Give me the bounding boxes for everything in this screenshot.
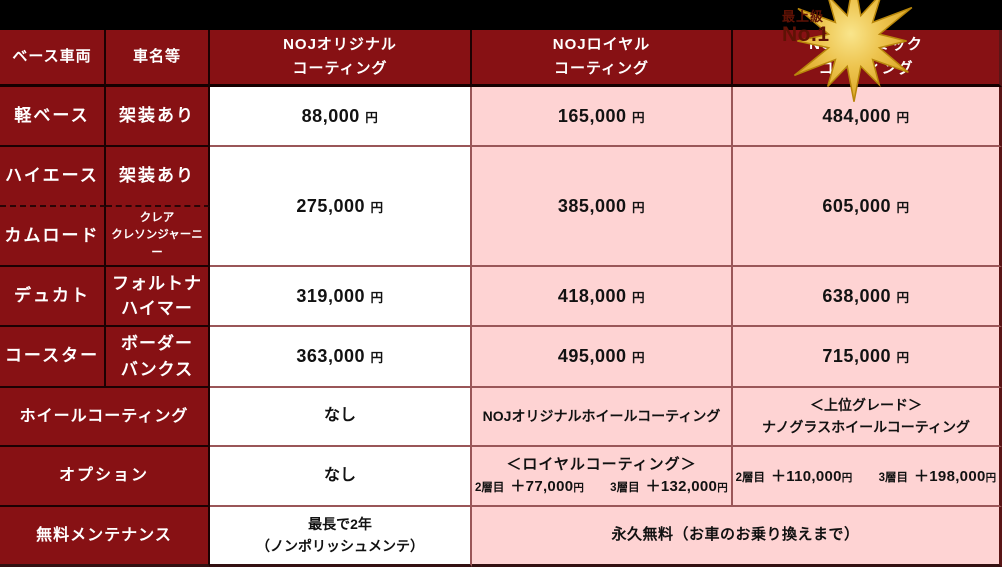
option-royal-item2-price: ＋132,000円 — [645, 478, 729, 495]
option-ceramic-item1-price: ＋110,000円 — [770, 467, 853, 485]
header-original-line2: コーティング — [292, 60, 388, 77]
row-coaster-name-line2: バンクス — [120, 359, 194, 379]
price-hiace-camroad-ceramic-value: 605,000 円 — [822, 195, 910, 216]
option-ceramic-item2-label: 3層目 — [878, 471, 908, 484]
header-vehicle-name-label: 車名等 — [132, 48, 181, 65]
price-kei-ceramic-value: 484,000 円 — [822, 105, 910, 126]
row-ducato-base: デュカト — [0, 267, 106, 327]
maintenance-original-cell: 最長で2年 （ノンポリッシュメンテ） — [210, 507, 472, 567]
row-ducato-name-line2: ハイマー — [121, 299, 193, 318]
row-wheel-label: ホイールコーティング — [0, 388, 210, 447]
option-ceramic-prices: 2層目 ＋110,000円 3層目 ＋198,000円 — [736, 467, 997, 487]
wheel-royal-value: NOJオリジナルホイールコーティング — [482, 407, 721, 424]
wheel-ceramic-line2: ナノグラスホイールコーティング — [762, 418, 970, 435]
row-camroad-base-label: カムロード — [4, 225, 100, 245]
option-ceramic-item1-label: 2層目 — [735, 471, 765, 484]
row-kei-base: 軽ベース — [0, 87, 106, 147]
price-ducato-original-value: 319,000 円 — [296, 285, 384, 306]
row-option-label: オプション — [0, 447, 210, 507]
header-royal-line1: NOJロイヤル — [552, 36, 651, 53]
price-coaster-royal: 495,000 円 — [472, 327, 733, 388]
price-kei-royal: 165,000 円 — [472, 87, 733, 147]
row-maintenance-label-text: 無料メンテナンス — [36, 526, 172, 544]
no1-badge-line1: 最上級 — [782, 9, 825, 24]
header-ceramic-line1: NOJセラミック — [809, 36, 923, 53]
row-wheel-label-text: ホイールコーティング — [19, 407, 189, 425]
row-coaster-name-line1: ボーダー — [121, 334, 193, 353]
maintenance-shared-cell: 永久無料（お車のお乗り換えまで） — [472, 507, 1002, 567]
row-maintenance-label: 無料メンテナンス — [0, 507, 210, 567]
wheel-original-cell: なし — [210, 388, 472, 447]
price-kei-original-value: 88,000 円 — [301, 105, 379, 126]
header-ceramic-line2: コーティング — [818, 60, 914, 77]
maintenance-original-line1: 最長で2年 — [308, 515, 372, 532]
row-ducato-base-label: デュカト — [14, 285, 90, 305]
price-coaster-original: 363,000 円 — [210, 327, 472, 388]
wheel-royal-cell: NOJオリジナルホイールコーティング — [472, 388, 733, 447]
price-hiace-camroad-ceramic: 605,000 円 — [733, 147, 1002, 267]
wheel-ceramic-cell: ＜上位グレード＞ ナノグラスホイールコーティング — [733, 388, 1002, 447]
row-coaster-base: コースター — [0, 327, 106, 388]
header-ceramic-coating: NOJセラミック コーティング — [733, 30, 1002, 87]
price-ducato-ceramic: 638,000 円 — [733, 267, 1002, 327]
option-royal-item2-label: 3層目 — [610, 482, 640, 494]
header-royal-line2: コーティング — [553, 60, 650, 77]
price-coaster-royal-value: 495,000 円 — [557, 346, 646, 367]
row-hiace-base-label: ハイエース — [5, 165, 99, 185]
option-ceramic-item2-price: ＋198,000円 — [913, 467, 997, 485]
wheel-ceramic-line1: ＜上位グレード＞ — [810, 396, 922, 413]
maintenance-original-line2: （ノンポリッシュメンテ） — [256, 537, 424, 554]
price-ducato-original: 319,000 円 — [210, 267, 472, 327]
option-royal-item1-price: ＋77,000円 — [510, 478, 585, 495]
row-kei-base-label: 軽ベース — [14, 105, 90, 125]
option-ceramic-cell: 2層目 ＋110,000円 3層目 ＋198,000円 — [733, 447, 1002, 507]
row-coaster-base-label: コースター — [4, 346, 100, 366]
option-original-cell: なし — [210, 447, 472, 507]
option-royal-title: ＜ロイヤルコーティング＞ — [506, 455, 697, 473]
row-hiace-name-label: 架装あり — [119, 165, 195, 185]
row-hiace-name: 架装あり — [106, 147, 210, 207]
option-royal-item1-label: 2層目 — [474, 482, 505, 494]
price-hiace-camroad-original: 275,000 円 — [210, 147, 472, 267]
option-original-value: なし — [323, 467, 356, 485]
wheel-original-value: なし — [323, 407, 356, 425]
row-kei-name: 架装あり — [106, 87, 210, 147]
price-coaster-ceramic-value: 715,000 円 — [822, 346, 910, 367]
maintenance-shared-value: 永久無料（お車のお乗り換えまで） — [611, 526, 860, 544]
coating-price-table: ベース車両 車名等 NOJオリジナル コーティング NOJロイヤル コーティング… — [0, 30, 1002, 567]
row-camroad-name-line2: クレソンジャーニー — [111, 229, 203, 259]
header-base-vehicle-label: ベース車両 — [12, 48, 92, 65]
price-ducato-royal: 418,000 円 — [472, 267, 733, 327]
row-ducato-name-line1: フォルトナ — [112, 273, 202, 293]
header-vehicle-name: 車名等 — [106, 30, 210, 87]
row-hiace-base: ハイエース — [0, 147, 106, 207]
row-camroad-name-line1: クレア — [139, 212, 175, 225]
header-original-coating: NOJオリジナル コーティング — [210, 30, 472, 87]
price-ducato-ceramic-value: 638,000 円 — [822, 285, 910, 306]
option-royal-prices: 2層目 ＋77,000円 3層目 ＋132,000円 — [475, 477, 728, 497]
row-option-label-text: オプション — [58, 467, 149, 485]
header-royal-coating: NOJロイヤル コーティング — [472, 30, 733, 87]
price-kei-original: 88,000 円 — [210, 87, 472, 147]
row-kei-name-label: 架装あり — [119, 105, 195, 125]
price-ducato-royal-value: 418,000 円 — [557, 285, 646, 306]
price-hiace-camroad-original-value: 275,000 円 — [296, 195, 384, 216]
price-coaster-ceramic: 715,000 円 — [733, 327, 1002, 388]
option-royal-cell: ＜ロイヤルコーティング＞ 2層目 ＋77,000円 3層目 ＋132,000円 — [472, 447, 733, 507]
row-camroad-name: クレア クレソンジャーニー — [106, 207, 210, 267]
row-camroad-base: カムロード — [0, 207, 106, 267]
price-kei-royal-value: 165,000 円 — [557, 105, 646, 126]
row-coaster-name: ボーダー バンクス — [106, 327, 210, 388]
price-hiace-camroad-royal-value: 385,000 円 — [557, 195, 646, 216]
header-base-vehicle: ベース車両 — [0, 30, 106, 87]
price-kei-ceramic: 484,000 円 — [733, 87, 1002, 147]
row-ducato-name: フォルトナ ハイマー — [106, 267, 210, 327]
price-hiace-camroad-royal: 385,000 円 — [472, 147, 733, 267]
header-original-line1: NOJオリジナル — [283, 36, 397, 53]
price-coaster-original-value: 363,000 円 — [296, 346, 384, 367]
